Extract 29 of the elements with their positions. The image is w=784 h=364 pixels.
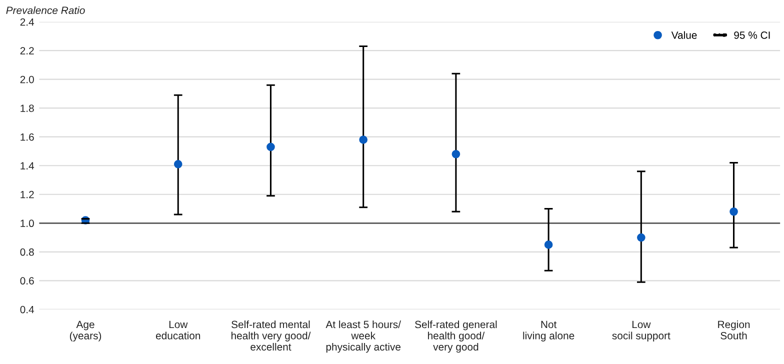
point bbox=[174, 160, 182, 168]
y-tick-label: 2.0 bbox=[20, 76, 34, 84]
point bbox=[452, 150, 460, 158]
y-tick-label: 0.6 bbox=[20, 277, 34, 285]
x-tick-label: Low education bbox=[156, 320, 200, 340]
annotation: 95 % CI bbox=[734, 31, 770, 39]
x-tick-label: Low socil support bbox=[612, 320, 670, 342]
point bbox=[266, 142, 275, 152]
y-tick-label: 1.2 bbox=[20, 190, 34, 198]
y-tick-label: 2.2 bbox=[20, 47, 34, 54]
x-tick-label: At least 5 hours/ week physically active bbox=[326, 320, 401, 353]
point bbox=[544, 240, 553, 249]
legend-label: Value bbox=[671, 31, 697, 39]
point bbox=[637, 233, 646, 242]
x-tick-label: Self-rated general health good/ very good bbox=[415, 320, 497, 353]
y-tick-label: 1.4 bbox=[20, 162, 34, 170]
y-tick-label: 2.4 bbox=[20, 18, 34, 26]
y-tick-label: 1.6 bbox=[20, 133, 34, 141]
y-tick-label: 0.8 bbox=[20, 248, 34, 256]
point bbox=[359, 136, 368, 144]
x-tick-label: Not living alone bbox=[523, 320, 574, 342]
y-tick-label: 0.4 bbox=[20, 306, 34, 314]
x-tick-label: Self-rated mental health very good/ excellent bbox=[231, 320, 311, 351]
y-tick-label: 1.8 bbox=[20, 104, 34, 112]
point bbox=[730, 207, 738, 216]
y-axis-title: Prevalence Ratio bbox=[6, 6, 85, 14]
x-tick-label: Age (years) bbox=[70, 320, 102, 342]
x-tick-label: Region South bbox=[718, 320, 750, 340]
y-tick-label: 1.0 bbox=[20, 220, 34, 228]
